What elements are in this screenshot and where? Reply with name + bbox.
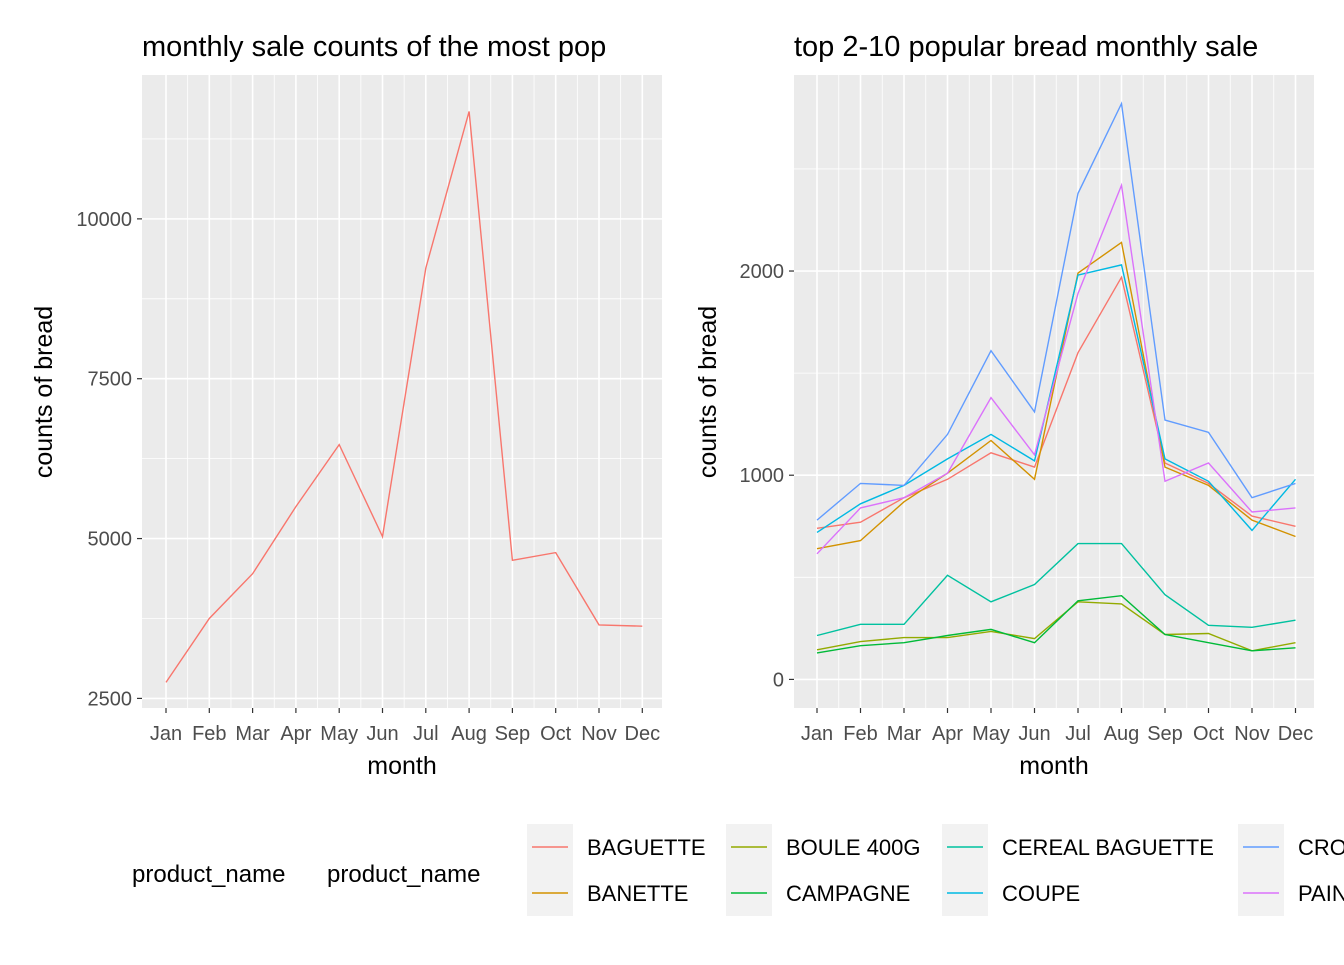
x-tick-label: Feb [843, 723, 877, 745]
x-tick-label: Mar [887, 723, 922, 745]
x-axis-title: month [367, 752, 436, 780]
x-tick-label: Jul [413, 723, 439, 745]
chart-title: monthly sale counts of the most pop [142, 31, 606, 63]
chart-title: top 2-10 popular bread monthly sale [794, 31, 1258, 63]
x-tick-label: Dec [625, 723, 661, 745]
legend-item: CRO [1238, 824, 1344, 870]
x-axis: Jan Feb Mar Apr May Jun Jul Aug Sep Oct Nov Dec [801, 708, 1313, 745]
panel-most-popular: 2500 5000 7500 10000 Jan Feb Mar Apr May Jun Jul A… [30, 31, 662, 780]
x-tick-label: Jun [1018, 723, 1050, 745]
series-line-coupe [816, 264, 1297, 533]
y-axis-title: counts of bread [30, 306, 58, 478]
y-tick-label: 2000 [740, 261, 785, 283]
y-axis: 0 1000 2000 [740, 261, 794, 691]
legend-item: CAMPAGNE [726, 870, 910, 916]
legend-title-2: product_name [327, 861, 480, 888]
x-tick-label: Jun [366, 723, 398, 745]
series-line-campagne [816, 594, 1296, 654]
legend-label: BANETTE [587, 881, 688, 906]
legend-item: CEREAL BAGUETTE [942, 824, 1214, 870]
legend-label: COUPE [1002, 881, 1080, 906]
y-tick-label: 2500 [88, 688, 133, 710]
x-axis: Jan Feb Mar Apr May Jun Jul Aug Sep Oct Nov Dec [150, 708, 660, 745]
y-tick-label: 7500 [88, 369, 133, 391]
x-tick-label: Nov [1234, 723, 1270, 745]
series-line-cereal-baguette [816, 542, 1296, 637]
x-tick-label: May [320, 723, 358, 745]
plot-background [142, 75, 662, 708]
y-tick-label: 1000 [740, 465, 785, 487]
x-tick-label: Apr [280, 723, 311, 745]
x-tick-label: Mar [235, 723, 270, 745]
y-tick-label: 0 [773, 669, 784, 691]
x-tick-label: Sep [495, 723, 531, 745]
x-tick-label: Oct [540, 723, 572, 745]
legend-label: CAMPAGNE [786, 881, 910, 906]
legend-label: BOULE 400G [786, 835, 921, 860]
legend-item: COUPE [942, 870, 1080, 916]
series-line-cro [816, 101, 1296, 521]
x-tick-label: Aug [1104, 723, 1140, 745]
x-tick-label: Aug [451, 723, 487, 745]
x-tick-label: May [972, 723, 1010, 745]
y-tick-label: 10000 [76, 209, 132, 231]
series-lines [816, 101, 1297, 654]
x-tick-label: Apr [932, 723, 963, 745]
x-tick-label: Dec [1278, 723, 1314, 745]
x-axis-title: month [1019, 752, 1088, 780]
x-tick-label: Jul [1065, 723, 1091, 745]
legend-label: CRO [1298, 835, 1344, 860]
legend-item: PAIN [1238, 870, 1344, 916]
gridlines [142, 75, 662, 708]
legend-label: CEREAL BAGUETTE [1002, 835, 1214, 860]
series-lines [165, 111, 643, 683]
legend-title-1: product_name [132, 861, 285, 888]
legend-item: BOULE 400G [726, 824, 921, 870]
y-tick-label: 5000 [88, 529, 133, 551]
panel-separator [678, 20, 776, 70]
x-tick-label: Jan [150, 723, 182, 745]
series-line-pain [816, 182, 1296, 555]
x-tick-label: Jan [801, 723, 833, 745]
legend-keys: BAGUETTE BANETTE BOULE 400G CAMPAGNE CEREAL … [527, 824, 1344, 916]
series-line-series-0 [165, 111, 643, 683]
series-line-boule-400g [816, 601, 1296, 652]
legend-label: BAGUETTE [587, 835, 706, 860]
y-axis: 2500 5000 7500 10000 [76, 209, 142, 710]
legend-item: BANETTE [527, 870, 688, 916]
x-tick-label: Oct [1193, 723, 1225, 745]
x-tick-label: Feb [192, 723, 226, 745]
gridlines [794, 75, 1314, 708]
x-tick-label: Nov [581, 723, 617, 745]
y-axis-title: counts of bread [694, 306, 722, 478]
plot-background [794, 75, 1314, 708]
legend: product_name product_name BAGUETTE BANETT… [132, 824, 1344, 916]
legend-label: PAIN [1298, 881, 1344, 906]
panel-top-2-10: 0 1000 2000 Jan Feb Mar Apr May Jun Jul Aug Sep Oct… [694, 31, 1314, 780]
legend-item: BAGUETTE [527, 824, 706, 870]
x-tick-label: Sep [1147, 723, 1183, 745]
